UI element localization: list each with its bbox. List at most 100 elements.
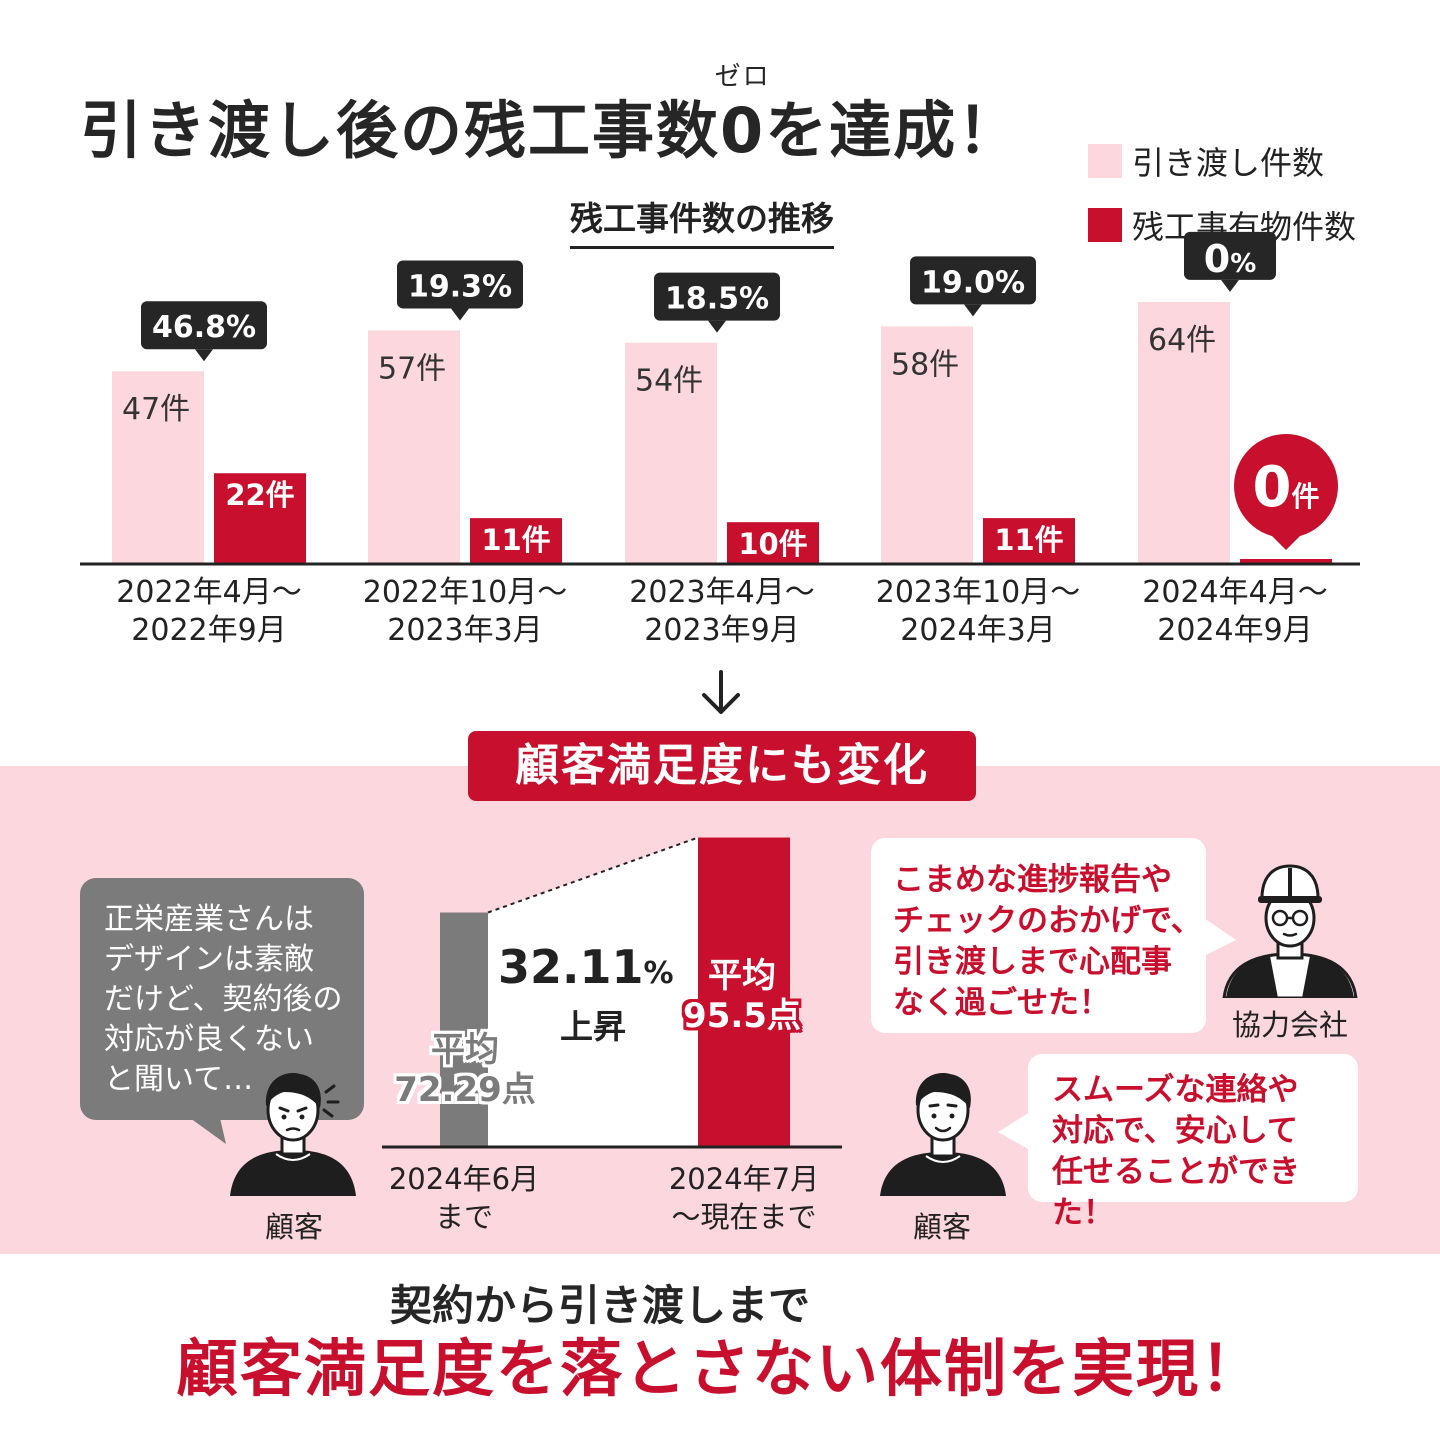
bubble-line: チェックのおかげで、 xyxy=(893,903,1202,939)
increase-word: 上昇 xyxy=(560,1007,626,1046)
bubble-line: なく過ごせた！ xyxy=(893,985,1110,1021)
bar-label-handover: 64件 xyxy=(1148,323,1216,358)
partner-label: 協力会社 xyxy=(1231,1008,1348,1042)
bar-remaining xyxy=(214,473,306,563)
period-label-line: 2023年9月 xyxy=(644,613,800,648)
score-after-date: 2024年7月 ～現在まで xyxy=(634,1160,854,1236)
bubble-line: 任せることができた！ xyxy=(1052,1154,1300,1231)
chart-title: 残工事件数の推移 xyxy=(570,192,834,249)
period-label-line: 2024年3月 xyxy=(900,613,1056,648)
score-after-line2: 95.5点 xyxy=(683,996,801,1036)
increase-line xyxy=(487,836,699,914)
period-label: 2023年10月～ 2024年3月 xyxy=(848,574,1108,650)
footer-line1: 契約から引き渡しまで xyxy=(389,1281,810,1330)
increase-unit: % xyxy=(643,956,674,991)
remaining-work-chart: 47件 22件 46.8% 57件 11件 19.3% 54件 10件 18.5% 58件 11件 1… xyxy=(80,231,1360,566)
zero-pin-label: 0件 xyxy=(1253,455,1320,520)
page-title: 引き渡し後の残工事数 ゼロ 0を達成！ xyxy=(80,62,1022,170)
bar-handover xyxy=(368,330,460,563)
increase-value: 32.11% xyxy=(498,940,674,994)
period-label-line: 2023年3月 xyxy=(387,613,543,648)
period-label-line: 2022年10月～ xyxy=(362,575,568,610)
title-zero-wrap: ゼロ 0 xyxy=(715,62,769,167)
score-bar-before xyxy=(440,912,488,1146)
period-label: 2022年4月～ 2022年9月 xyxy=(79,574,339,650)
worried-customer-icon xyxy=(230,1073,356,1196)
worried-customer-bubble: 正栄産業さんは デザインは素敵 だけど、契約後の 対応が良くない と聞いて… xyxy=(80,878,364,1120)
bar-remaining xyxy=(470,518,562,563)
period-label-line: 2024年4月～ xyxy=(1142,575,1328,610)
score-before-label: 平均 72.29点 xyxy=(390,1030,540,1110)
bar-remaining xyxy=(1240,559,1332,563)
bar-label-handover: 58件 xyxy=(891,347,959,382)
score-bar-after xyxy=(698,837,790,1146)
period-label-line: 2022年4月～ xyxy=(116,575,302,610)
bubble-tail-icon xyxy=(1204,918,1236,956)
score-before-line1: 平均 xyxy=(431,1030,499,1070)
rate-bubble xyxy=(910,256,1036,305)
rate-label: 18.5% xyxy=(665,282,769,317)
legend-swatch-remaining xyxy=(1088,208,1122,242)
score-after-label: 平均 95.5点 xyxy=(672,956,812,1036)
bar-label-remaining: 11件 xyxy=(481,523,550,557)
bar-label-handover: 54件 xyxy=(635,364,703,399)
title-before: 引き渡し後の残工事数 xyxy=(80,94,721,167)
bubble-tail-icon xyxy=(190,1118,226,1144)
bubble-line: 正栄産業さんは xyxy=(104,902,314,937)
customer-right-label: 顧客 xyxy=(912,1210,971,1244)
score-after-date-line1: 2024年7月 xyxy=(668,1162,820,1196)
bubble-line: と聞いて… xyxy=(104,1062,254,1097)
section-label: 顧客満足度にも変化 xyxy=(468,731,976,801)
bubble-line: スムーズな連絡や xyxy=(1052,1072,1299,1108)
rate-bubble xyxy=(397,260,523,309)
rate-label: 19.0% xyxy=(921,265,1025,300)
arrow-down-icon xyxy=(702,670,740,714)
period-label: 2024年4月～ 2024年9月 xyxy=(1105,574,1365,650)
bar-label-remaining: 22件 xyxy=(225,478,294,512)
bar-remaining xyxy=(727,522,819,563)
bubble-line: こまめな進捗報告や xyxy=(893,862,1172,898)
rate-bubble-tail xyxy=(708,320,726,333)
rate-bubble-tail xyxy=(451,308,469,321)
rate-label: 19.3% xyxy=(408,269,512,304)
bar-handover xyxy=(881,326,973,563)
rate-bubble xyxy=(654,272,780,321)
legend-swatch-handover xyxy=(1088,144,1122,178)
period-label-line: 2024年9月 xyxy=(1157,613,1313,648)
score-before-date-line1: 2024年6月 xyxy=(388,1162,540,1196)
bar-remaining xyxy=(983,518,1075,563)
rate-bubble xyxy=(141,301,267,350)
bubble-line: 引き渡しまで心配事 xyxy=(893,944,1172,980)
score-after-line1: 平均 xyxy=(708,956,776,996)
zero-pin xyxy=(1234,434,1338,538)
legend-label-handover: 引き渡し件数 xyxy=(1132,144,1325,182)
score-before-date: 2024年6月 まで xyxy=(354,1160,574,1236)
happy-customer-icon xyxy=(880,1073,1006,1196)
increase-number: 32.11 xyxy=(498,940,644,994)
increase-area xyxy=(488,837,698,1146)
legend-item-handover: 引き渡し件数 xyxy=(1088,138,1356,184)
title-zero: 0 xyxy=(720,94,766,167)
footer-line2: 顧客満足度を落とさない体制を実現！ xyxy=(175,1332,1264,1405)
period-label-line: 2023年10月～ xyxy=(875,575,1081,610)
score-before-date-line2: まで xyxy=(434,1200,493,1234)
rate-bubble-tail xyxy=(964,304,982,317)
rate-label: 0% xyxy=(1204,237,1257,281)
partner-bubble: こまめな進捗報告や チェックのおかげで、 引き渡しまで心配事 なく過ごせた！ xyxy=(871,838,1206,1033)
rate-label: 46.8% xyxy=(152,310,256,345)
bubble-line: だけど、契約後の xyxy=(104,982,343,1017)
bar-label-remaining: 10件 xyxy=(738,527,807,561)
title-zero-ruby: ゼロ xyxy=(714,62,771,92)
bubble-line: 対応で、安心して xyxy=(1052,1113,1298,1149)
rate-bubble-tail xyxy=(195,349,213,362)
bar-handover xyxy=(625,342,717,563)
bar-handover xyxy=(112,371,204,563)
bar-label-handover: 57件 xyxy=(378,351,446,386)
title-after: を達成！ xyxy=(765,94,1022,167)
bubble-line: デザインは素敵 xyxy=(104,942,314,977)
bar-handover xyxy=(1138,301,1230,563)
bubble-line: 対応が良くない xyxy=(104,1022,314,1057)
bubble-tail-icon xyxy=(998,1112,1030,1150)
period-label-line: 2022年9月 xyxy=(131,613,287,648)
